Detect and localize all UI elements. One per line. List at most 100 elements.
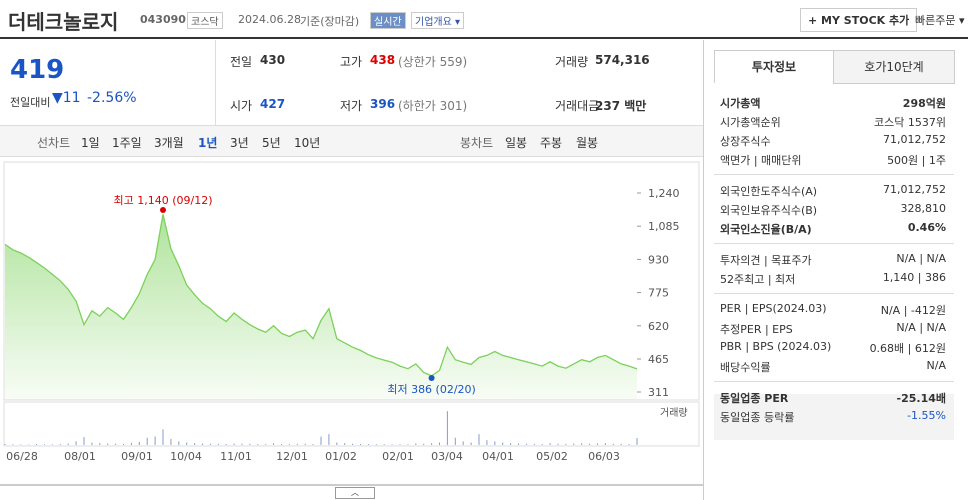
volume-bar: [249, 443, 251, 445]
y-tick-label: 1,085: [648, 220, 680, 233]
y-tick-label: 930: [648, 253, 669, 266]
info-value: 71,012,752: [883, 133, 946, 146]
info-label: 시가총액: [720, 97, 761, 110]
volume-bar: [518, 443, 519, 445]
overview-button[interactable]: 기업개요 ▾: [411, 12, 464, 29]
section-rule: [714, 381, 954, 382]
market-badge: 코스닥: [187, 12, 223, 29]
realtime-button[interactable]: 실시간: [370, 12, 406, 29]
x-tick-label: 05/02: [536, 450, 568, 463]
volume-bar: [36, 444, 38, 445]
volume-bar: [604, 443, 606, 445]
y-tick-label: 620: [648, 320, 669, 333]
high-dot: [160, 207, 166, 213]
candle-tab[interactable]: 일봉: [505, 136, 528, 150]
volume-bar: [281, 444, 282, 445]
price-area: [5, 214, 637, 400]
period-tab[interactable]: 5년: [262, 136, 281, 150]
x-tick-label: 06/28: [6, 450, 38, 463]
quick-order[interactable]: 빠른주문 ▾: [915, 14, 965, 27]
cell-value: 237 백만: [595, 99, 647, 113]
section-rule: [714, 293, 954, 294]
tab-bar: [0, 125, 703, 157]
volume-bar: [44, 444, 45, 445]
y-tick-label: 311: [648, 386, 669, 399]
info-label: 외국인한도주식수(A): [720, 185, 818, 198]
info-label: 배당수익률: [720, 361, 771, 374]
volume-bar: [296, 443, 298, 445]
volume-bar: [304, 443, 306, 445]
volume-bar: [170, 438, 172, 445]
change-label: 전일대비: [10, 96, 51, 109]
period-tab[interactable]: 3년: [230, 136, 249, 150]
info-label: 액면가 | 매매단위: [720, 154, 802, 167]
cell-label: 시가: [230, 99, 253, 113]
volume-bar: [597, 443, 598, 445]
info-value: 코스닥 1537위: [874, 116, 946, 129]
volume-bar: [312, 444, 314, 445]
cell-value: 427: [260, 97, 286, 111]
volume-bar: [75, 441, 77, 445]
x-tick-label: 11/01: [220, 450, 252, 463]
period-tab[interactable]: 1년: [198, 136, 218, 150]
info-value: 500원 | 1주: [887, 154, 946, 167]
volume-bar: [336, 442, 338, 445]
orderbook-tab[interactable]: 호가10단계: [833, 50, 955, 84]
volume-bar: [20, 444, 22, 445]
volume-bar: [415, 443, 417, 445]
info-label: 투자의견 | 목표주가: [720, 254, 812, 267]
period-tab[interactable]: 1주일: [112, 136, 142, 150]
volume-bar: [288, 444, 290, 445]
volume-bar: [59, 444, 61, 445]
volume-frame: [3, 401, 700, 447]
volume-bar: [541, 444, 543, 445]
info-label: 상장주식수: [720, 135, 771, 148]
volume-bar: [83, 437, 85, 445]
x-tick-label: 12/01: [276, 450, 308, 463]
info-label: 추정PER | EPS: [720, 323, 793, 336]
info-value: 71,012,752: [883, 183, 946, 196]
change: ▼11: [52, 90, 81, 106]
low-dot: [428, 375, 435, 381]
volume-bar: [399, 444, 401, 445]
volume-label: 거래량: [660, 407, 688, 419]
stock-code: 043090: [140, 13, 186, 26]
candle-tab[interactable]: 주봉: [540, 136, 563, 150]
period-tab[interactable]: 10년: [294, 136, 321, 150]
cell-label: 전일: [230, 55, 253, 69]
cell-label: 거래대금: [555, 99, 600, 113]
volume-bar: [589, 443, 591, 445]
info-label: 외국인보유주식수(B): [720, 204, 818, 217]
volume-bar: [233, 443, 235, 445]
volume-bar: [51, 444, 53, 445]
period-tab[interactable]: 1일: [81, 136, 100, 150]
info-value: 0.68배 | 612원: [869, 342, 946, 355]
cell-value: 574,316: [595, 53, 650, 67]
volume-bar: [510, 443, 512, 445]
volume-bar: [446, 411, 448, 445]
volume-bar: [375, 444, 377, 445]
info-value: 1,140 | 386: [882, 271, 946, 284]
volume-bar: [91, 442, 93, 445]
info-value: -25.14배: [896, 392, 946, 405]
expand-handle[interactable]: ︿: [335, 487, 375, 499]
info-label: 동일업종 PER: [720, 392, 789, 405]
volume-bar: [367, 444, 369, 445]
x-tick-label: 02/01: [382, 450, 414, 463]
info-tab[interactable]: 투자정보: [714, 50, 834, 83]
y-tick-label: 775: [648, 287, 669, 300]
mystock-button[interactable]: + MY STOCK 추가: [800, 8, 918, 32]
volume-bar: [107, 443, 109, 445]
volume-bar: [565, 443, 567, 445]
period-tab[interactable]: 3개월: [154, 136, 184, 150]
candle-tab[interactable]: 월봉: [576, 136, 599, 150]
volume-bar: [423, 443, 425, 445]
info-value: N/A | N/A: [896, 252, 946, 265]
info-value: 0.46%: [907, 221, 946, 234]
volume-bar: [525, 443, 527, 445]
volume-bar: [123, 443, 124, 445]
cell-label: 고가: [340, 55, 363, 69]
volume-bar: [146, 437, 148, 445]
info-label: 시가총액순위: [720, 116, 781, 129]
